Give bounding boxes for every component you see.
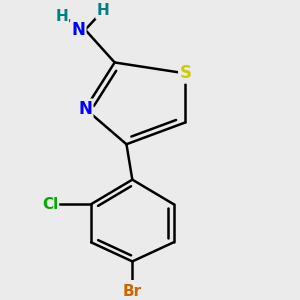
Text: N: N [71, 21, 85, 39]
Text: S: S [179, 64, 191, 82]
Text: N: N [78, 100, 92, 118]
Text: Cl: Cl [42, 197, 58, 212]
Text: H: H [55, 9, 68, 24]
Text: H: H [97, 3, 109, 18]
Text: Br: Br [123, 284, 142, 299]
